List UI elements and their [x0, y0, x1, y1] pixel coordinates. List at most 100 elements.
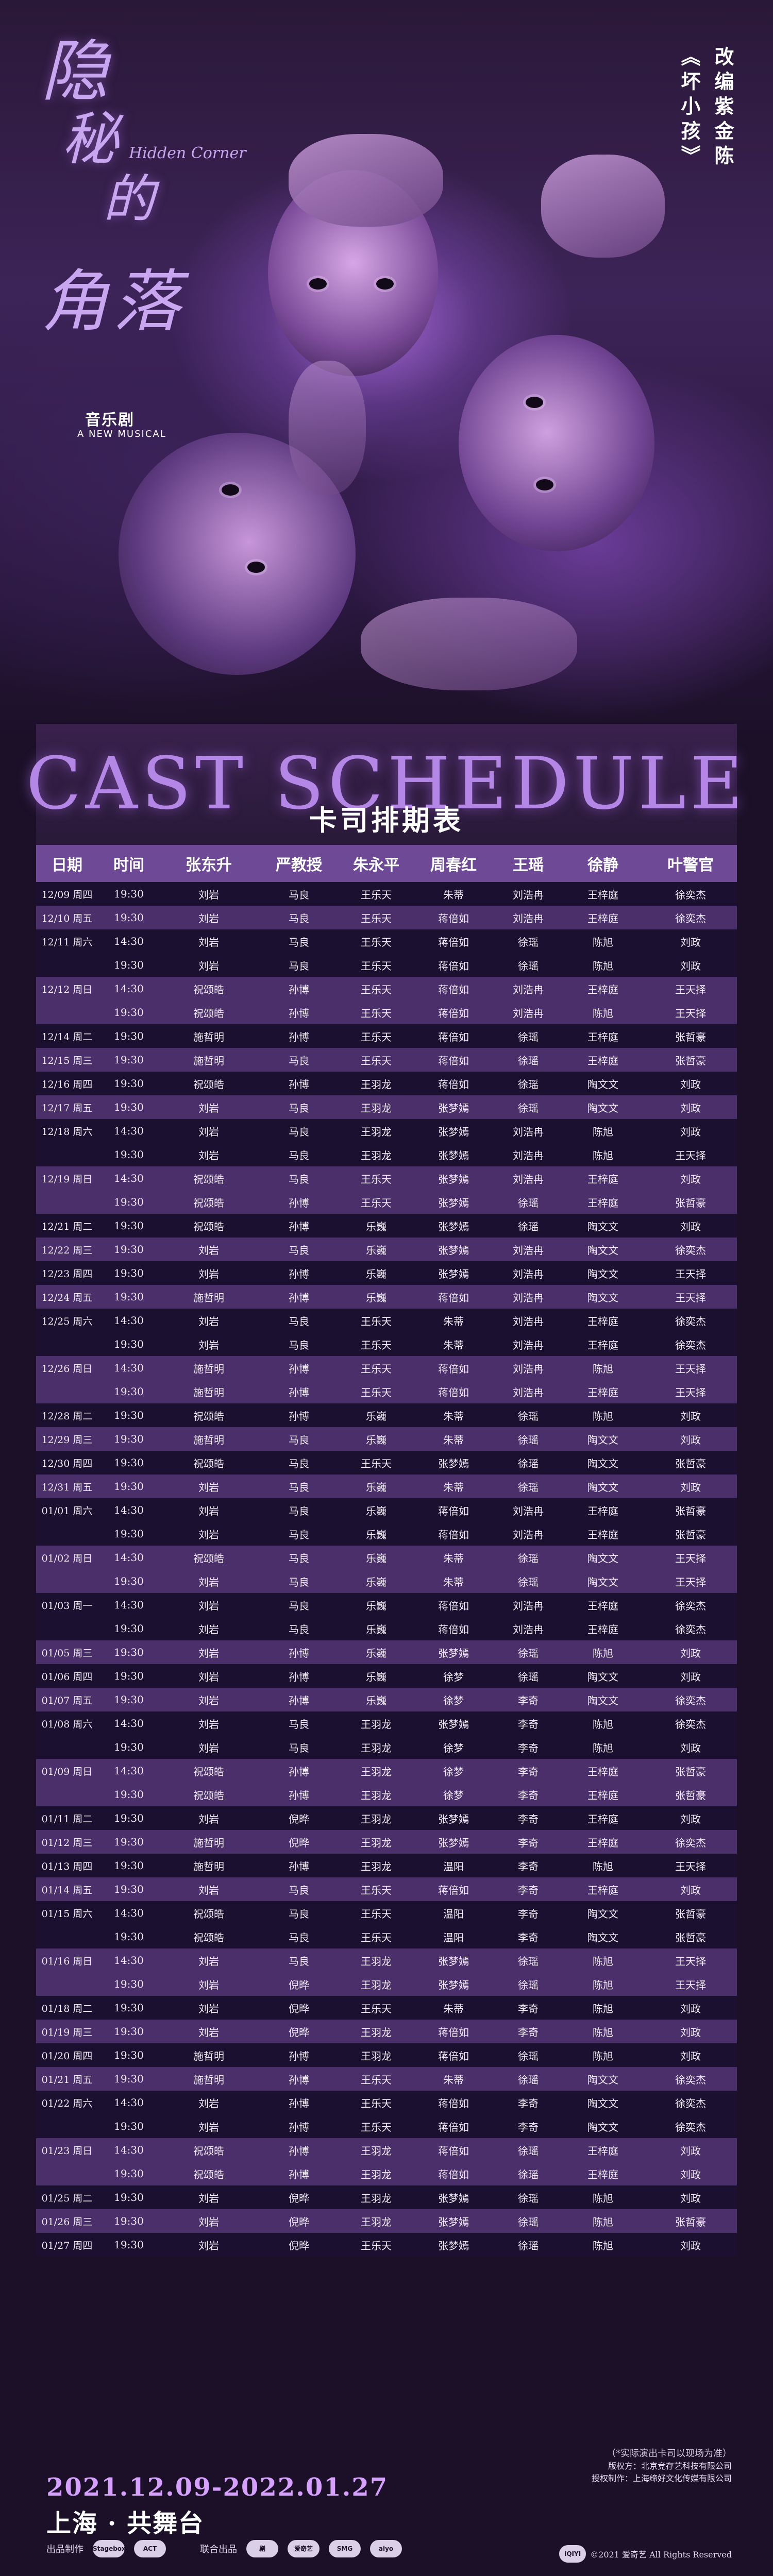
- cast-cell: 徐瑶: [518, 2049, 539, 2062]
- column-header: 王瑶: [513, 856, 544, 874]
- cast-cell: 徐瑶: [518, 936, 539, 948]
- cast-cell: 祝颂皓: [193, 1931, 224, 1944]
- cast-cell: 王羽龙: [361, 1125, 392, 1138]
- credit-line: 《坏小孩》: [678, 46, 701, 170]
- cast-cell: 王羽龙: [361, 1860, 392, 1873]
- table-row: 19:30 刘岩 马良 乐巍 蒋倍如 刘浩冉 王梓庭 张哲豪: [36, 1522, 737, 1546]
- time-cell: 14:30: [114, 1551, 144, 1564]
- time-cell: 19:30: [114, 1836, 144, 1848]
- cast-cell: 张梦嫣: [438, 1836, 469, 1849]
- cast-cell: 王羽龙: [361, 1765, 392, 1778]
- time-cell: 19:30: [114, 1054, 144, 1066]
- cast-cell: 徐奕杰: [675, 1836, 706, 1849]
- cast-cell: 刘浩冉: [513, 1291, 544, 1304]
- cast-cell: 刘岩: [198, 1718, 219, 1731]
- cast-cell: 王羽龙: [361, 1149, 392, 1162]
- cast-cell: 王羽龙: [361, 1978, 392, 1991]
- cast-cell: 刘政: [680, 1481, 701, 1494]
- cast-cell: 陈旭: [593, 2002, 613, 2015]
- cast-cell: 施哲明: [193, 1030, 224, 1043]
- time-cell: 19:30: [114, 1646, 144, 1658]
- cast-cell: 徐瑶: [518, 1978, 539, 1991]
- cast-cell: 刘政: [680, 2239, 701, 2252]
- cast-cell: 蒋倍如: [438, 2168, 469, 2181]
- time-cell: 19:30: [114, 1883, 144, 1895]
- cast-cell: 徐奕杰: [675, 1718, 706, 1731]
- time-cell: 19:30: [114, 1693, 144, 1706]
- table-row: 19:30 刘岩 马良 乐巍 蒋倍如 刘浩冉 王梓庭 徐奕杰: [36, 1617, 737, 1640]
- cast-cell: 刘政: [680, 1101, 701, 1114]
- cast-cell: 刘浩冉: [513, 1149, 544, 1162]
- cast-cell: 刘岩: [198, 2121, 219, 2133]
- credit-line: 改编紫金陈: [711, 46, 734, 170]
- cast-cell: 朱蒂: [443, 1575, 464, 1588]
- cast-cell: 马良: [289, 1955, 309, 1968]
- cast-cell: 张梦嫣: [438, 2192, 469, 2205]
- cast-cell: 朱蒂: [443, 2002, 464, 2015]
- cast-cell: 马良: [289, 1884, 309, 1896]
- cast-cell: 施哲明: [193, 1433, 224, 1446]
- cast-cell: 孙博: [289, 1860, 309, 1873]
- cast-cell: 孙博: [289, 1078, 309, 1091]
- cast-cell: 陶文文: [587, 1244, 618, 1257]
- venue: 上海 · 共舞台: [46, 2509, 205, 2538]
- cast-cell: 王羽龙: [361, 2026, 392, 2039]
- time-cell: 14:30: [114, 935, 144, 947]
- cast-cell: 马良: [289, 888, 309, 901]
- cast-cell: 王梓庭: [587, 1623, 618, 1636]
- cast-cell: 王梓庭: [587, 1528, 618, 1541]
- table-row: 19:30 祝颂皓 孙博 王羽龙 蒋倍如 徐瑶 王梓庭 刘政: [36, 2162, 737, 2185]
- cast-cell: 陈旭: [593, 1007, 613, 1020]
- cast-cell: 马良: [289, 936, 309, 948]
- date-cell: 12/25 周六: [41, 1315, 93, 1327]
- cast-cell: 王羽龙: [361, 1812, 392, 1825]
- table-body: 12/09 周四 19:30 刘岩 马良 王乐天 朱蒂 刘浩冉 王梓庭 徐奕杰 12/10 周五 1…: [36, 882, 737, 2257]
- cast-cell: 陶文文: [587, 1101, 618, 1114]
- cast-cell: 施哲明: [193, 2073, 224, 2086]
- cast-cell: 王梓庭: [587, 1812, 618, 1825]
- cast-cell: 马良: [289, 959, 309, 972]
- cast-cell: 徐奕杰: [675, 1694, 706, 1707]
- cast-cell: 徐瑶: [518, 1647, 539, 1659]
- table-row: 12/24 周五 19:30 施哲明 孙博 乐巍 蒋倍如 刘浩冉 陶文文 王天择: [36, 1285, 737, 1309]
- cast-cell: 徐瑶: [518, 1670, 539, 1683]
- cast-cell: 王梓庭: [587, 888, 618, 901]
- cast-cell: 祝颂皓: [193, 1220, 224, 1233]
- cast-cell: 蒋倍如: [438, 1623, 469, 1636]
- time-cell: 19:30: [114, 2049, 144, 2061]
- cast-cell: 祝颂皓: [193, 1078, 224, 1091]
- cast-cell: 倪晔: [289, 2192, 309, 2205]
- cast-cell: 乐巍: [366, 1575, 386, 1588]
- cast-cell: 陈旭: [593, 2049, 613, 2062]
- cast-cell: 陈旭: [593, 1149, 613, 1162]
- cast-cell: 徐瑶: [518, 2144, 539, 2157]
- time-cell: 19:30: [114, 1101, 144, 1113]
- table-row: 19:30 祝颂皓 孙博 王羽龙 徐梦 李奇 王梓庭 张哲豪: [36, 1783, 737, 1806]
- table-row: 12/16 周四 19:30 祝颂皓 孙博 王羽龙 蒋倍如 徐瑶 陶文文 刘政: [36, 1072, 737, 1095]
- hand-shape: [289, 134, 443, 227]
- cast-cell: 王乐天: [361, 1007, 392, 1020]
- adaptation-credit: 改编紫金陈 《坏小孩》: [678, 46, 737, 170]
- cast-cell: 王天择: [675, 1575, 706, 1588]
- date-cell: 12/12 周日: [41, 984, 93, 995]
- time-cell: 19:30: [114, 1219, 144, 1232]
- cast-cell: 王天择: [675, 1149, 706, 1162]
- cast-cell: 陶文文: [587, 1907, 618, 1920]
- cast-cell: 陶文文: [587, 1931, 618, 1944]
- cast-cell: 徐梦: [443, 1741, 464, 1754]
- time-cell: 19:30: [114, 1433, 144, 1445]
- cast-cell: 马良: [289, 1457, 309, 1470]
- time-cell: 14:30: [114, 1954, 144, 1967]
- cast-cell: 徐瑶: [518, 1030, 539, 1043]
- time-cell: 19:30: [114, 1196, 144, 1208]
- cast-cell: 刘政: [680, 2168, 701, 2181]
- cast-cell: 马良: [289, 1101, 309, 1114]
- table-row: 19:30 刘岩 马良 王羽龙 张梦嫣 刘浩冉 陈旭 王天择: [36, 1143, 737, 1166]
- time-cell: 19:30: [114, 2215, 144, 2227]
- cast-cell: 刘浩冉: [513, 1599, 544, 1612]
- cast-cell: 陶文文: [587, 1078, 618, 1091]
- date-cell: 12/18 周六: [41, 1126, 93, 1138]
- schedule-header-panel: [36, 724, 737, 858]
- cast-cell: 陶文文: [587, 1267, 618, 1280]
- cast-cell: 李奇: [518, 1812, 539, 1825]
